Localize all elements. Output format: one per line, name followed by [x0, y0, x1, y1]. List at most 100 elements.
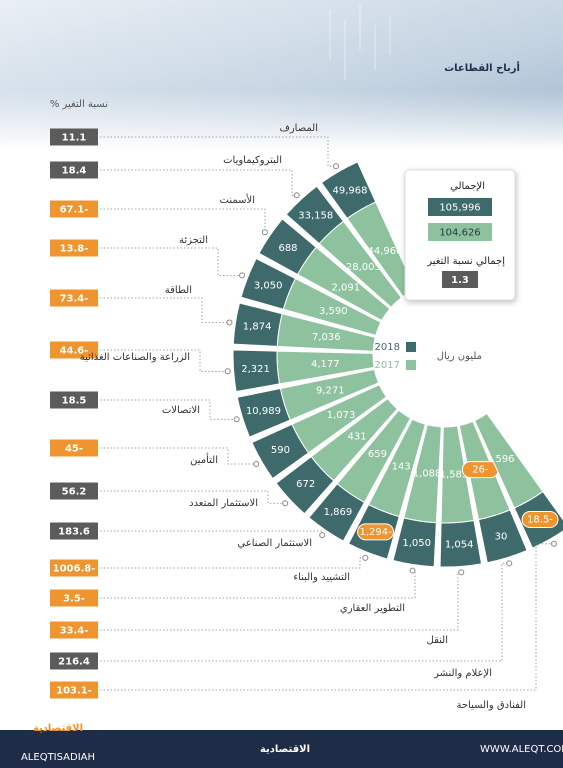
header-decoration	[329, 5, 391, 80]
change-label: 216.4	[58, 657, 90, 668]
bar-segment	[232, 349, 281, 393]
change-box	[50, 128, 98, 146]
leader-dot	[506, 560, 513, 567]
leader-line	[100, 562, 510, 662]
category-label: النقل	[427, 635, 448, 646]
value-label: 1,073	[327, 410, 356, 421]
leader-line	[100, 247, 243, 276]
change-label: 13.8-	[60, 244, 89, 255]
legend-label: 2018	[375, 342, 400, 353]
change-box	[50, 239, 98, 257]
value-label: 18.5-	[527, 515, 553, 526]
change-box	[50, 341, 98, 359]
bar-segment	[392, 517, 437, 568]
leader-dot	[551, 540, 557, 547]
leader-line	[100, 297, 230, 323]
change-box	[50, 200, 98, 218]
value-label: 49,968	[333, 185, 368, 196]
change-box	[50, 681, 98, 699]
value-label: 33,158	[298, 211, 333, 222]
bar-segment	[285, 185, 345, 245]
totals-change-box	[442, 271, 478, 288]
category-label: الزراعة والصناعات الغذائية	[80, 352, 190, 363]
leader-line	[100, 208, 266, 233]
change-box	[50, 522, 98, 540]
footer-logo: الاقتصادية	[33, 723, 83, 734]
leader-line	[100, 349, 228, 372]
change-box	[50, 589, 98, 607]
title: أرباح القطاعات	[444, 61, 520, 74]
change-label: 3.5-	[63, 594, 85, 605]
change-label: 18.4	[62, 166, 87, 177]
category-label: الأسمنت	[220, 193, 255, 206]
totals-box	[428, 198, 492, 216]
bar-segment	[439, 519, 483, 568]
leader-dot	[239, 272, 246, 279]
leader-line	[100, 169, 297, 196]
value-label: 590	[271, 445, 290, 456]
value-label: 672	[296, 479, 315, 490]
bar-segment	[240, 257, 297, 310]
leader-line	[100, 543, 554, 691]
bar-segment	[477, 509, 528, 564]
value-label: 596	[495, 454, 514, 465]
change-label: 73.4-	[60, 294, 89, 305]
totals-box	[428, 223, 492, 241]
leader-dot	[282, 500, 289, 507]
leader-line	[100, 399, 237, 420]
bar-segment	[275, 455, 335, 515]
value-label: 3,050	[254, 281, 283, 292]
bar-segment	[320, 161, 377, 220]
change-label: 45-	[65, 444, 83, 455]
value-label: 30	[495, 532, 508, 543]
leader-line	[100, 571, 462, 631]
leader-dot	[253, 461, 260, 467]
value-label: 431	[347, 432, 366, 443]
leader-line	[100, 557, 366, 569]
value-label: 1,583	[440, 470, 469, 481]
change-label: 1006.8-	[53, 564, 96, 575]
value-label: 688	[278, 243, 297, 254]
change-label: 11.1	[62, 133, 87, 144]
unit-label: مليون ريال	[437, 351, 482, 362]
leader-dot	[261, 229, 268, 236]
totals-value: 104,626	[439, 228, 480, 239]
change-label: 33.4-	[60, 626, 89, 637]
totals-change-value: 1.3	[451, 275, 469, 286]
category-label: التأمين	[190, 452, 218, 466]
value-label: 1,874	[243, 322, 272, 333]
change-box	[50, 482, 98, 500]
leader-dot	[458, 569, 465, 576]
leader-dot	[333, 163, 339, 170]
value-label: 1,869	[324, 507, 353, 518]
totals-value: 105,996	[439, 203, 480, 214]
category-label: التطوير العقاري	[340, 603, 405, 614]
value-label: 26-	[472, 465, 489, 476]
value-label: 9,271	[316, 385, 345, 396]
change-box	[50, 559, 98, 577]
footer-url: WWW.ALEQT.COM	[480, 744, 563, 755]
footer-center: الاقتصادية	[260, 744, 310, 755]
value-label: 7,036	[312, 332, 341, 343]
leader-dot	[293, 192, 300, 199]
category-label: البتروكيماويات	[223, 155, 282, 166]
leader-dot	[233, 416, 240, 423]
value-label: 2,091	[332, 282, 361, 293]
value-label: 4,177	[311, 359, 340, 370]
category-label: الطاقة	[165, 285, 192, 296]
leader-dot	[226, 319, 233, 326]
category-label: الفنادق والسياحة	[456, 700, 526, 711]
negative-badge	[357, 523, 395, 541]
category-label: الاستثمار الصناعي	[237, 538, 312, 549]
bar-segment	[308, 483, 366, 542]
value-label: 44,960	[368, 246, 403, 257]
category-label: المصارف	[279, 123, 318, 134]
leader-dot	[319, 532, 326, 539]
leader-line	[100, 136, 336, 167]
value-label: 659	[368, 449, 387, 460]
leader-dot	[409, 567, 416, 574]
totals-title: الإجمالي	[450, 181, 485, 192]
leader-dot	[224, 368, 231, 375]
negative-badge	[521, 511, 559, 529]
